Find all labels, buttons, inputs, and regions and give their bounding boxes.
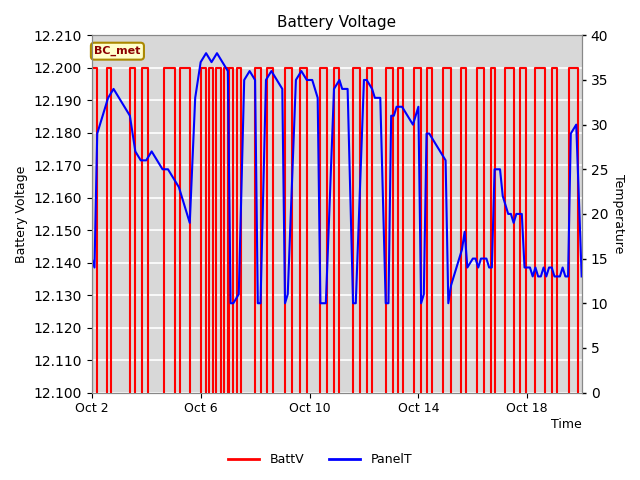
Y-axis label: Temperature: Temperature xyxy=(612,174,625,253)
Title: Battery Voltage: Battery Voltage xyxy=(277,15,396,30)
Text: Time: Time xyxy=(551,418,582,431)
Legend: BattV, PanelT: BattV, PanelT xyxy=(223,448,417,471)
Text: BC_met: BC_met xyxy=(94,46,141,56)
Y-axis label: Battery Voltage: Battery Voltage xyxy=(15,165,28,263)
